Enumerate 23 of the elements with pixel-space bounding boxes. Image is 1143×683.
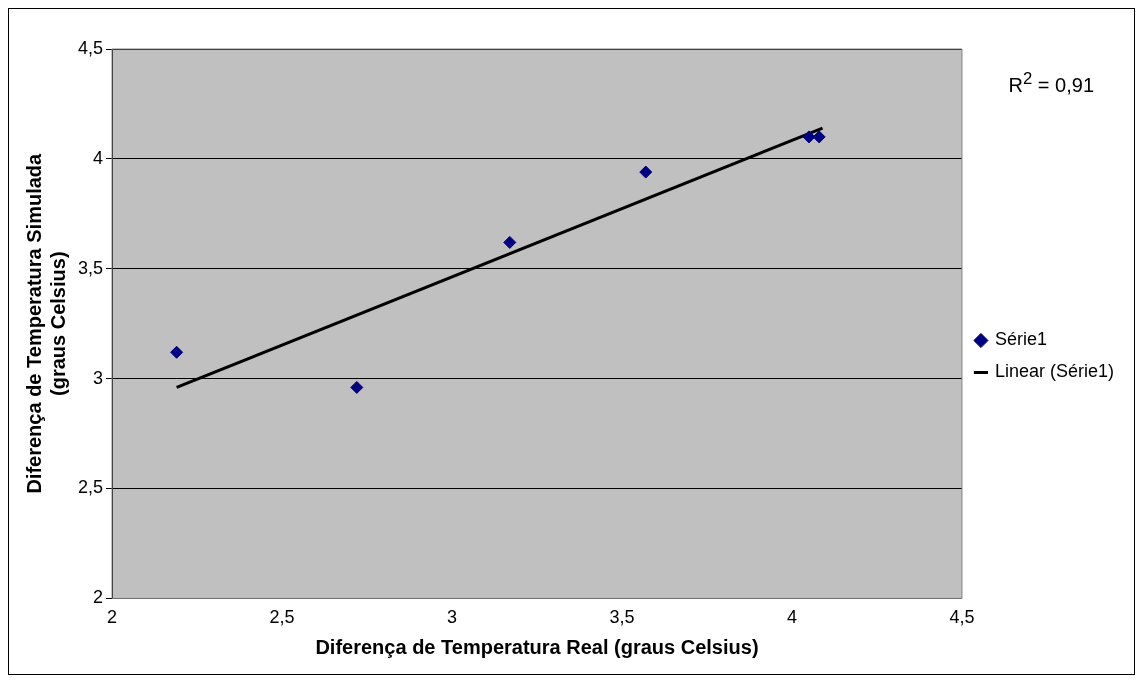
y-tick-label: 4: [93, 147, 104, 168]
y-tick-label: 2: [93, 587, 104, 608]
point: [170, 345, 184, 359]
x-tick-label: 3: [446, 607, 457, 628]
legend-label: Linear (Série1): [994, 361, 1115, 382]
x-tick-label: 3,5: [609, 607, 635, 628]
point: [639, 165, 653, 179]
y-tick-label: 2,5: [77, 477, 104, 498]
y-tick-label: 3: [93, 367, 104, 388]
x-axis-title: Diferença de Temperatura Real (graus Celsius): [315, 635, 759, 658]
x-tick-label: 4: [786, 607, 797, 628]
x-tick-label: 2,5: [269, 607, 295, 628]
y-tick-label: 4,5: [77, 37, 104, 58]
point: [802, 130, 816, 144]
x-tick-label: 4,5: [949, 607, 975, 628]
point: [503, 235, 517, 249]
text: R$^{2}$ = 0,91: [1008, 69, 1094, 97]
x-tick-label: 2: [107, 607, 118, 628]
point: [350, 380, 364, 394]
y-tick-label: 3,5: [77, 257, 104, 278]
point: [812, 130, 826, 144]
legend-label: Série1: [994, 329, 1047, 350]
y-axis-title: Diferença de Temperatura Simulada (graus Celsius): [22, 152, 69, 494]
